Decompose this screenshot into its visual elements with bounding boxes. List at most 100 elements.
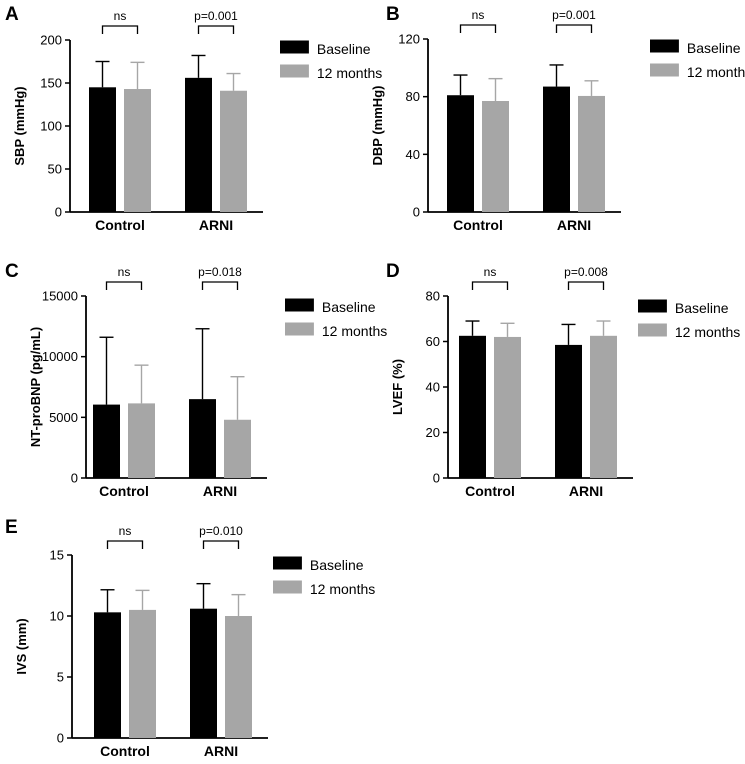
significance-label-a: ns	[114, 9, 127, 23]
y-tick-label-b: 0	[413, 205, 420, 220]
bar-e-12months-arni	[225, 616, 252, 738]
bar-b-12months-control	[482, 100, 509, 212]
bar-a-12months-arni	[220, 90, 247, 212]
significance-label-b: ns	[472, 8, 485, 22]
y-tick-label-e: 15	[50, 548, 64, 563]
panel-letter-d: D	[386, 261, 400, 282]
category-label-e: Control	[100, 743, 150, 759]
category-label-a: Control	[95, 217, 145, 233]
category-label-a: ARNI	[199, 217, 233, 233]
bar-e-12months-control	[129, 609, 156, 738]
legend-label-e: Baseline	[310, 557, 364, 573]
bar-b-12months-arni	[578, 95, 605, 212]
bar-d-baseline-arni	[555, 344, 582, 478]
y-tick-label-d: 80	[426, 289, 440, 304]
legend-label-a: Baseline	[317, 41, 371, 57]
significance-label-d: ns	[484, 265, 497, 279]
legend-swatch-c	[285, 322, 314, 336]
significance-bracket-a	[197, 25, 235, 34]
bar-b-baseline-control	[447, 95, 474, 212]
bar-c-baseline-control	[93, 404, 120, 478]
y-tick-label-e: 5	[57, 670, 64, 685]
bar-d-12months-arni	[590, 335, 617, 478]
category-label-c: ARNI	[203, 483, 237, 499]
category-label-d: Control	[465, 483, 515, 499]
y-tick-label-c: 15000	[42, 289, 78, 304]
y-tick-label-a: 0	[55, 205, 62, 220]
significance-bracket-e	[106, 540, 144, 549]
bar-c-12months-arni	[224, 419, 251, 478]
legend-swatch-e	[273, 580, 302, 594]
y-tick-label-a: 200	[40, 33, 62, 48]
legend-label-c: Baseline	[322, 299, 376, 315]
y-tick-label-e: 10	[50, 609, 64, 624]
significance-bracket-b	[555, 24, 593, 33]
y-tick-label-c: 10000	[42, 349, 78, 364]
y-axis-label-c: NT-proBNP (pg/mL)	[28, 327, 43, 447]
panel-letter-e: E	[5, 517, 18, 538]
legend-swatch-a	[280, 40, 309, 54]
category-label-c: Control	[99, 483, 149, 499]
legend-label-b: Baseline	[687, 40, 741, 56]
bar-b-baseline-arni	[543, 86, 570, 212]
legend-label-c: 12 months	[322, 323, 387, 339]
significance-label-c: ns	[118, 265, 131, 279]
y-tick-label-d: 40	[426, 380, 440, 395]
y-tick-label-c: 5000	[49, 410, 78, 425]
legend-label-d: 12 months	[675, 324, 740, 340]
y-axis-label-b: DBP (mmHg)	[370, 86, 385, 166]
legend-swatch-d	[638, 299, 667, 313]
significance-label-d: p=0.008	[564, 265, 608, 279]
y-tick-label-b: 40	[406, 147, 420, 162]
significance-bracket-c	[105, 281, 143, 290]
legend-label-b: 12 months	[687, 64, 745, 80]
legend-swatch-d	[638, 323, 667, 337]
bar-d-baseline-control	[459, 335, 486, 478]
y-tick-label-d: 60	[426, 334, 440, 349]
significance-bracket-a	[101, 25, 139, 34]
y-axis-label-a: SBP (mmHg)	[12, 86, 27, 165]
y-tick-label-e: 0	[57, 731, 64, 746]
legend-swatch-b	[650, 63, 679, 77]
bar-e-baseline-arni	[190, 608, 217, 738]
y-tick-label-b: 120	[398, 32, 420, 47]
legend-swatch-a	[280, 64, 309, 78]
significance-label-e: p=0.010	[199, 524, 243, 538]
legend-label-e: 12 months	[310, 581, 375, 597]
significance-bracket-e	[202, 540, 240, 549]
significance-bracket-c	[201, 281, 239, 290]
bar-a-12months-control	[124, 89, 151, 212]
legend-swatch-e	[273, 556, 302, 570]
bar-c-12months-control	[128, 403, 155, 478]
legend-swatch-c	[285, 298, 314, 312]
y-axis-label-d: LVEF (%)	[390, 359, 405, 415]
y-tick-label-d: 20	[426, 425, 440, 440]
bar-a-baseline-control	[89, 87, 116, 212]
panel-letter-c: C	[5, 261, 19, 282]
legend-label-a: 12 months	[317, 65, 382, 81]
category-label-b: Control	[453, 217, 503, 233]
significance-label-b: p=0.001	[552, 8, 596, 22]
category-label-b: ARNI	[557, 217, 591, 233]
bar-c-baseline-arni	[189, 399, 216, 478]
y-tick-label-a: 50	[48, 162, 62, 177]
panel-letter-b: B	[386, 4, 400, 25]
category-label-d: ARNI	[569, 483, 603, 499]
y-tick-label-d: 0	[433, 471, 440, 486]
bar-d-12months-control	[494, 336, 521, 478]
y-tick-label-a: 100	[40, 119, 62, 134]
bar-e-baseline-control	[94, 612, 121, 738]
significance-bracket-d	[471, 281, 509, 290]
significance-bracket-b	[459, 24, 497, 33]
category-label-e: ARNI	[204, 743, 238, 759]
significance-label-a: p=0.001	[194, 9, 238, 23]
bar-a-baseline-arni	[185, 77, 212, 212]
y-tick-label-a: 150	[40, 76, 62, 91]
y-tick-label-c: 0	[71, 471, 78, 486]
panel-letter-a: A	[5, 4, 19, 25]
significance-bracket-d	[567, 281, 605, 290]
significance-label-c: p=0.018	[198, 265, 242, 279]
y-axis-label-e: IVS (mm)	[14, 618, 29, 674]
